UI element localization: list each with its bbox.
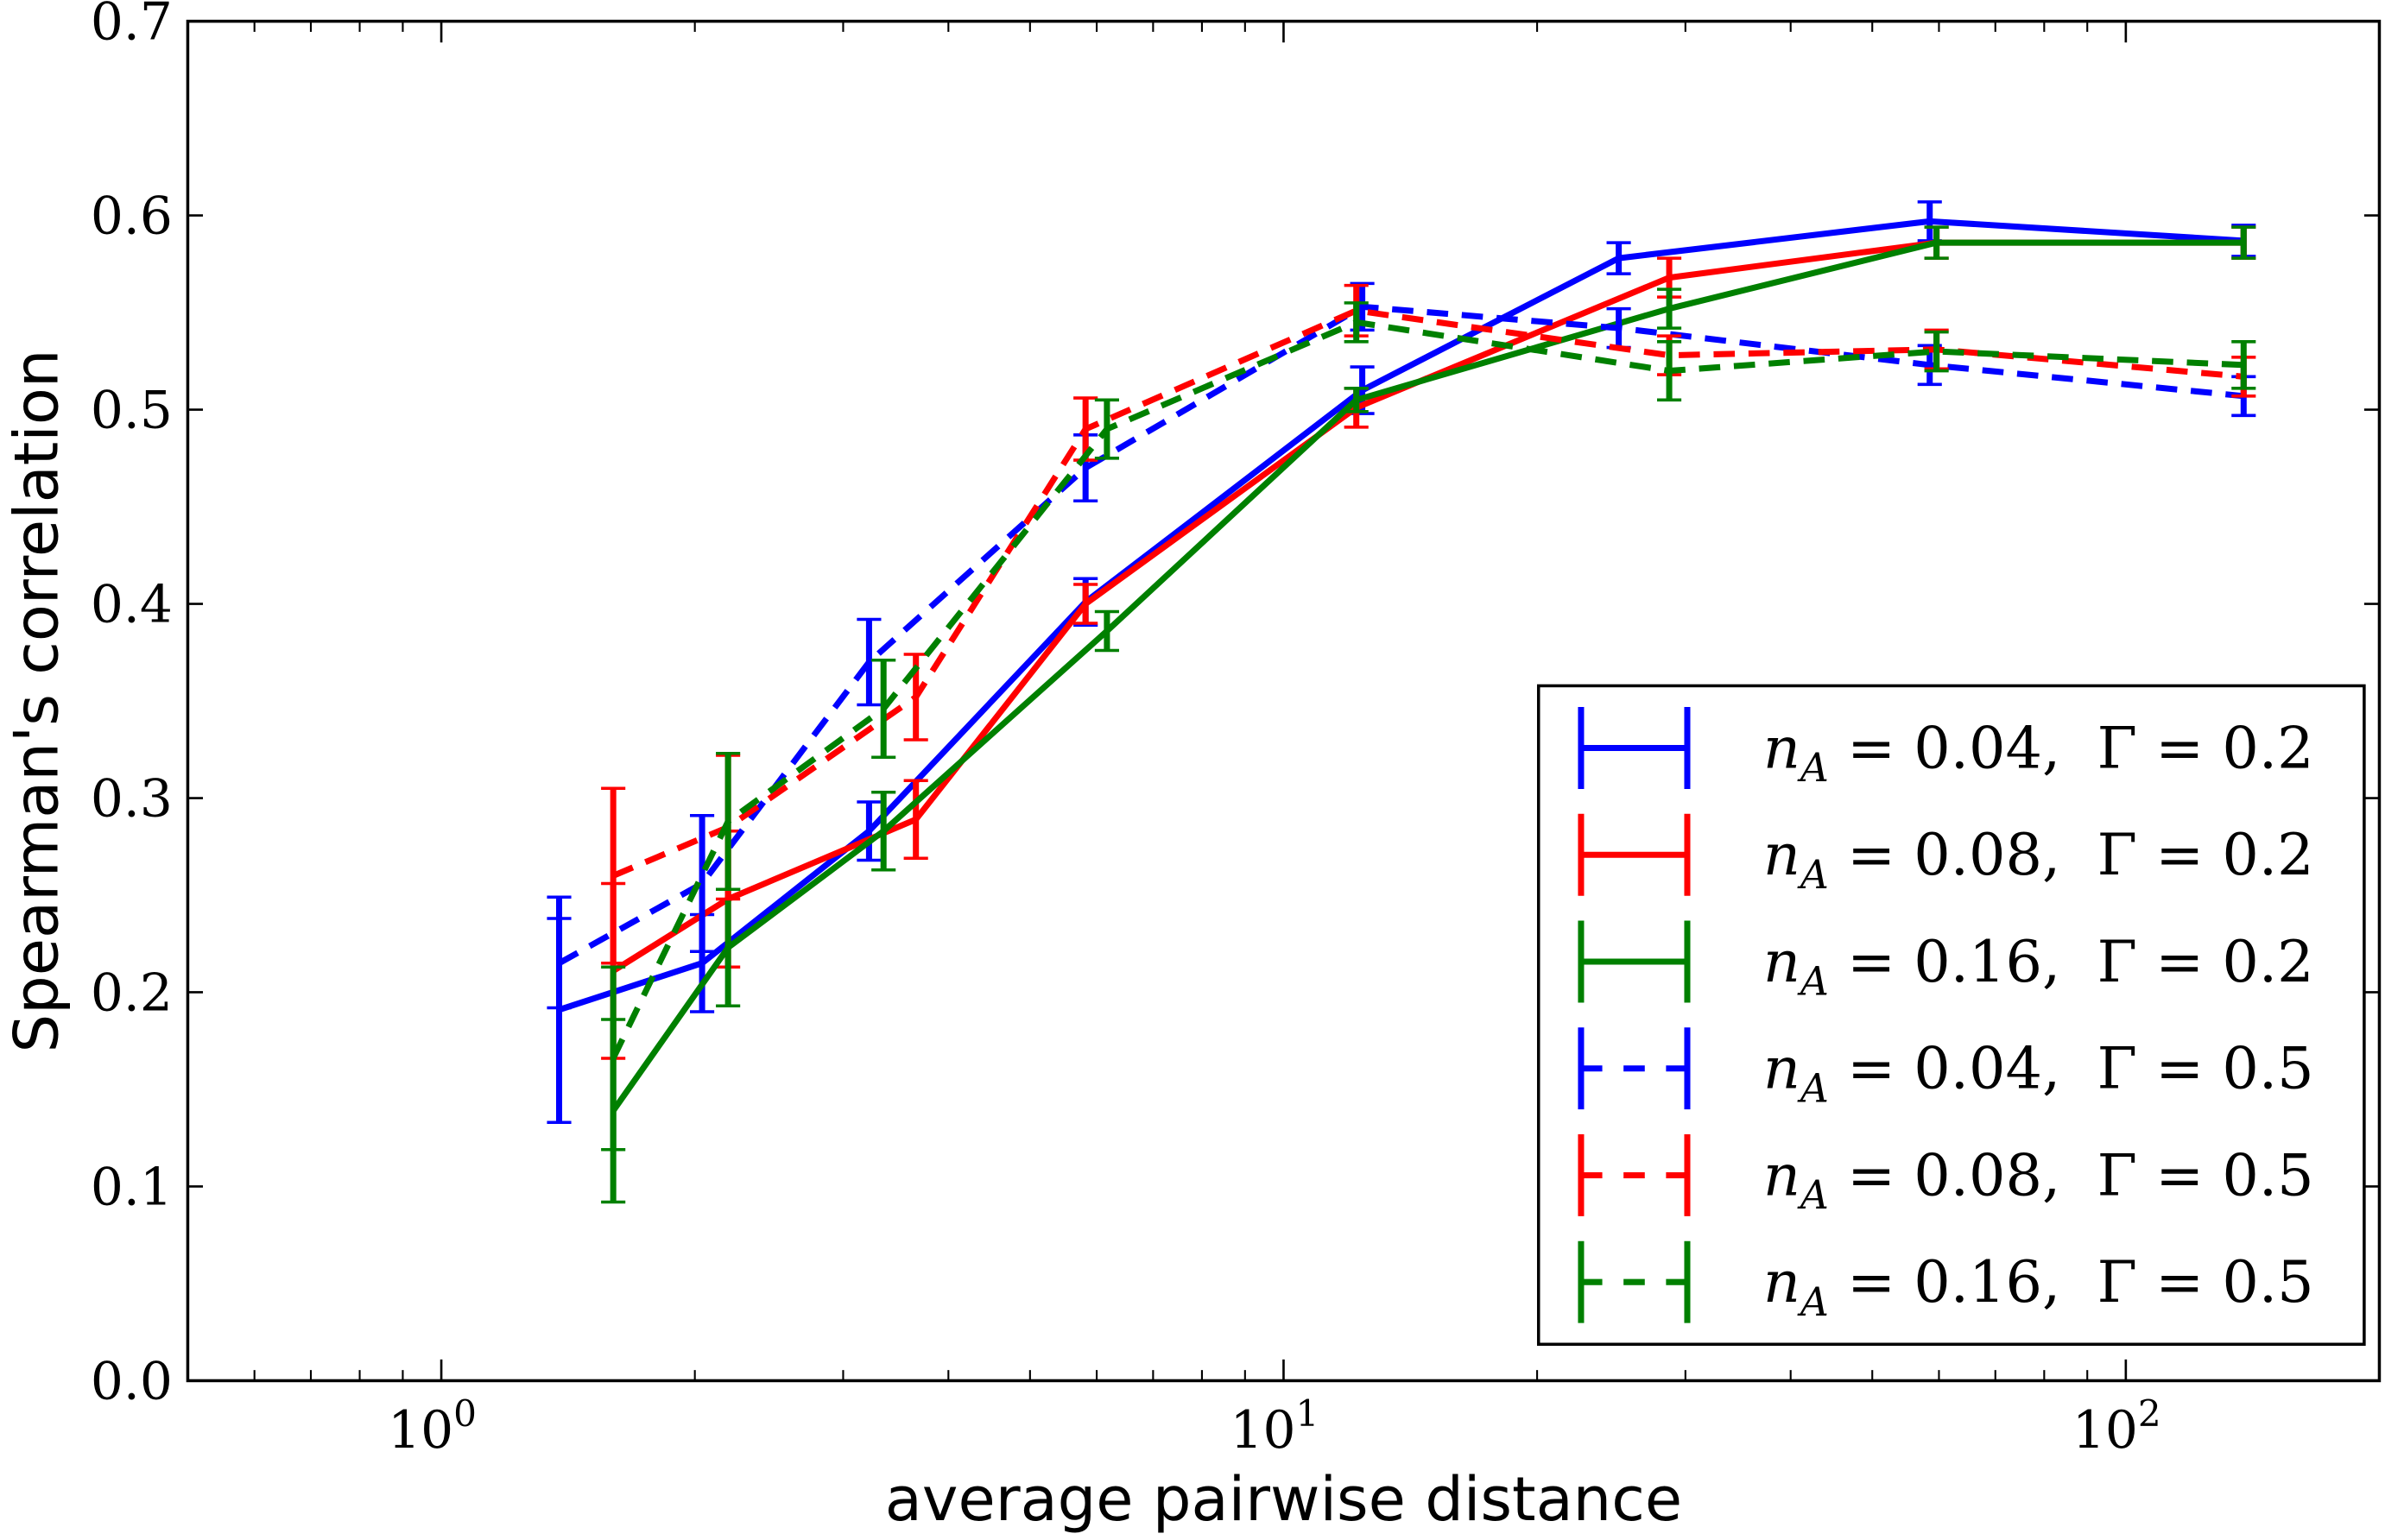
series-line bbox=[610, 239, 2244, 1113]
error-bar bbox=[1657, 340, 1682, 402]
error-bar bbox=[1344, 301, 1369, 344]
error-bar bbox=[1657, 287, 1682, 330]
legend-entry: nA = 0.04, Γ = 0.2 bbox=[1578, 707, 2314, 791]
error-bar bbox=[1073, 396, 1098, 462]
x-axis-label: average pairwise distance bbox=[885, 1464, 1682, 1535]
error-bar bbox=[857, 617, 882, 707]
y-tick-label: 0.2 bbox=[91, 964, 173, 1024]
error-bar bbox=[716, 752, 741, 892]
x-tick-label: 101 bbox=[1230, 1392, 1319, 1461]
plot-marks bbox=[547, 200, 2256, 1204]
error-bar bbox=[1606, 241, 1631, 275]
error-bar bbox=[857, 800, 882, 862]
error-bar bbox=[871, 659, 896, 760]
axis-ticks: 0.0 0.1 0.2 0.3 0.4 0.5 0.6 0.7 100 101 102 bbox=[91, 0, 2381, 1461]
legend-entry: nA = 0.04, Γ = 0.5 bbox=[1578, 1027, 2314, 1112]
y-tick-label: 0.5 bbox=[91, 382, 173, 441]
x-tick-label: 100 bbox=[388, 1392, 477, 1461]
series-5 bbox=[601, 301, 2256, 1152]
legend: nA = 0.04, Γ = 0.2 nA = 0.08, Γ = 0.2 nA =… bbox=[1536, 684, 2366, 1347]
error-bar bbox=[903, 779, 928, 861]
y-tick-label: 0.4 bbox=[91, 576, 173, 635]
legend-entry: nA = 0.08, Γ = 0.5 bbox=[1578, 1134, 2314, 1218]
y-axis-label: Spearman's correlation bbox=[1, 350, 72, 1053]
legend-label: nA = 0.16, Γ = 0.2 bbox=[1763, 928, 2314, 1005]
y-tick-label: 0.1 bbox=[91, 1158, 173, 1218]
legend-label: nA = 0.04, Γ = 0.5 bbox=[1763, 1035, 2314, 1112]
y-tick-label: 0.6 bbox=[91, 187, 173, 247]
series-2 bbox=[601, 225, 2256, 1204]
error-bar bbox=[547, 917, 572, 1010]
error-bar bbox=[1094, 609, 1119, 653]
legend-label: nA = 0.04, Γ = 0.2 bbox=[1763, 714, 2314, 791]
error-bar bbox=[871, 791, 896, 872]
series-line bbox=[610, 319, 2244, 1060]
legend-frame bbox=[1536, 684, 2366, 1347]
error-bar bbox=[1073, 583, 1098, 625]
series-line bbox=[611, 239, 2244, 974]
error-bar bbox=[601, 786, 626, 965]
legend-entry: nA = 0.08, Γ = 0.2 bbox=[1578, 813, 2314, 898]
legend-label: nA = 0.16, Γ = 0.5 bbox=[1763, 1248, 2314, 1325]
y-tick-label: 0.0 bbox=[91, 1353, 173, 1412]
error-bar bbox=[1344, 387, 1369, 413]
x-tick-label: 102 bbox=[2072, 1392, 2161, 1461]
legend-label: nA = 0.08, Γ = 0.2 bbox=[1763, 821, 2314, 898]
error-bar bbox=[1094, 398, 1119, 460]
legend-entry: nA = 0.16, Γ = 0.2 bbox=[1578, 920, 2314, 1005]
error-bar bbox=[2231, 340, 2256, 390]
legend-entry: nA = 0.16, Γ = 0.5 bbox=[1578, 1240, 2314, 1325]
error-bar bbox=[601, 965, 626, 1152]
error-bar bbox=[690, 814, 715, 954]
y-tick-label: 0.7 bbox=[91, 0, 173, 53]
error-bar bbox=[1924, 330, 1949, 373]
error-bar bbox=[1924, 225, 1949, 260]
legend-label: nA = 0.08, Γ = 0.5 bbox=[1763, 1141, 2314, 1218]
error-bar bbox=[2231, 225, 2256, 260]
series-line bbox=[611, 307, 2244, 879]
y-tick-label: 0.3 bbox=[91, 770, 173, 830]
